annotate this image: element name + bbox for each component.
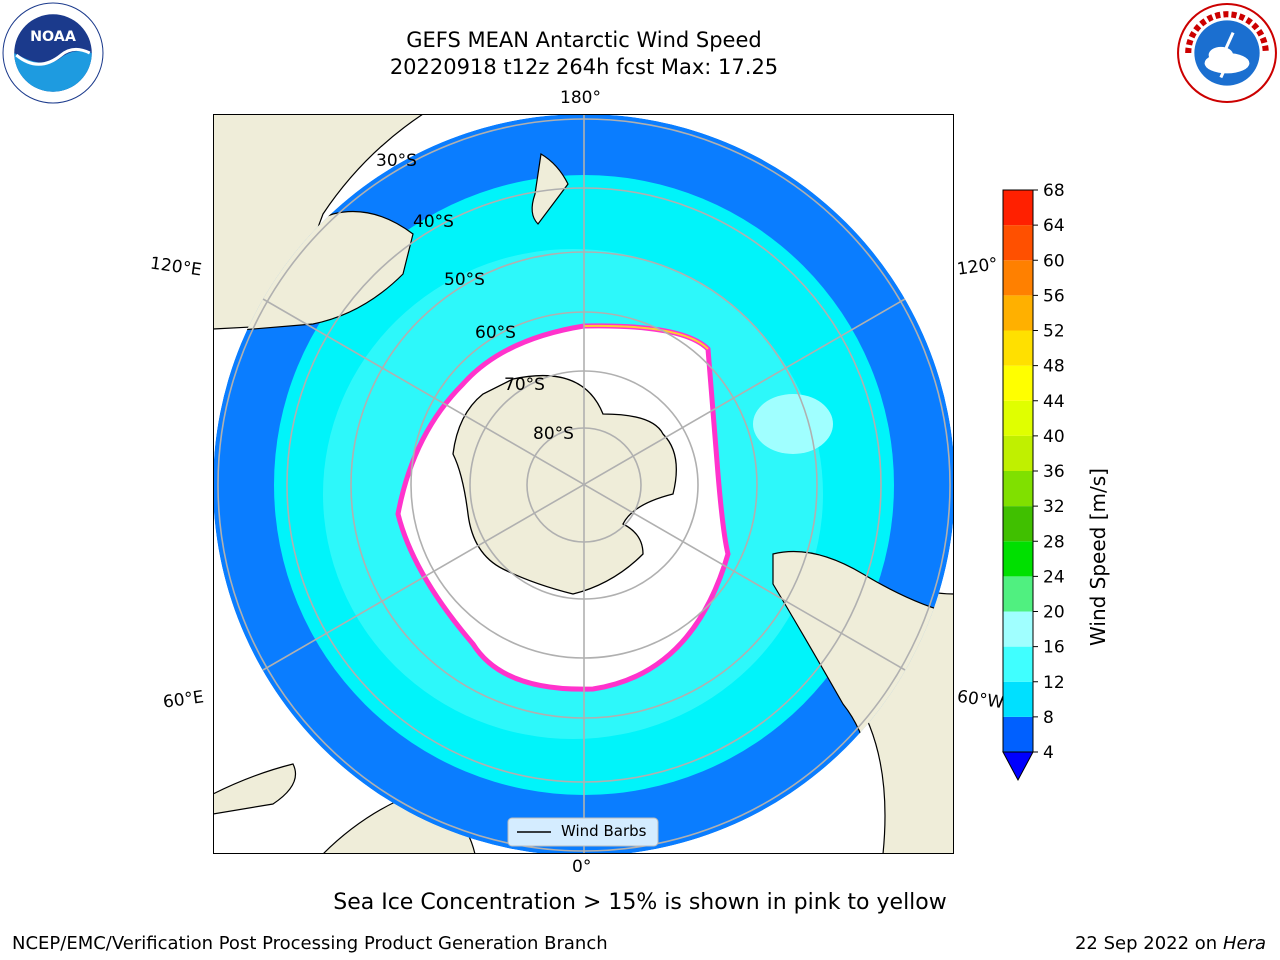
colorbar-bin xyxy=(1003,435,1033,471)
lat-label-40s: 40°S xyxy=(413,212,454,232)
colorbar-tick-label: 40 xyxy=(1043,427,1065,447)
colorbar-tick-label: 60 xyxy=(1043,251,1065,271)
lon-label-120w: 120° xyxy=(955,254,1000,280)
colorbar-tick-label: 52 xyxy=(1043,322,1065,342)
chart-title: GEFS MEAN Antarctic Wind Speed xyxy=(406,28,762,52)
colorbar-extend xyxy=(1002,751,1034,782)
chart-subtitle: 20220918 t12z 264h fcst Max: 17.25 xyxy=(389,55,779,79)
colorbar-label: Wind Speed [m/s] xyxy=(1086,468,1110,646)
footer-date: 22 Sep 2022 on Hera xyxy=(1074,933,1266,954)
footer-branch: NCEP/EMC/Verification Post Processing Pr… xyxy=(12,933,608,954)
colorbar-tick-label: 28 xyxy=(1043,532,1065,552)
colorbar-bin xyxy=(1003,716,1033,752)
lat-label-30s: 30°S xyxy=(376,151,417,171)
sea-ice-note: Sea Ice Concentration > 15% is shown in … xyxy=(333,890,947,915)
colorbar-bin xyxy=(1003,190,1033,226)
colorbar-tick-label: 68 xyxy=(1043,182,1065,201)
colorbar-tick-label: 64 xyxy=(1043,216,1065,236)
colorbar-bin xyxy=(1003,611,1033,647)
colorbar-tick-label: 8 xyxy=(1043,708,1054,728)
colorbar-bin xyxy=(1003,295,1033,331)
colorbar-bin xyxy=(1003,471,1033,507)
colorbar-bin xyxy=(1003,576,1033,612)
colorbar-bin xyxy=(1003,225,1033,261)
colorbar-tick-label: 16 xyxy=(1043,638,1065,658)
colorbar-bin xyxy=(1003,260,1033,296)
colorbar-tick-label: 56 xyxy=(1043,286,1065,306)
colorbar-tick-label: 20 xyxy=(1043,603,1065,623)
colorbar-bin xyxy=(1003,681,1033,717)
colorbar-tick-label: 32 xyxy=(1043,497,1065,517)
colorbar-tick-label: 44 xyxy=(1043,392,1065,412)
madagascar-landmass xyxy=(213,763,297,815)
colorbar-tick-label: 4 xyxy=(1043,743,1054,763)
colorbar-bin xyxy=(1003,330,1033,366)
colorbar-bin xyxy=(1003,365,1033,401)
colorbar-tick-label: 48 xyxy=(1043,357,1065,377)
colorbar-bin xyxy=(1003,541,1033,577)
legend-wind-barbs: Wind Barbs xyxy=(561,822,647,840)
colorbar-bin xyxy=(1003,646,1033,682)
lon-label-0: 0° xyxy=(572,857,592,877)
noaa-logo-icon: NOAA xyxy=(2,2,104,104)
lat-label-70s: 70°S xyxy=(504,375,545,395)
lat-label-60s: 60°S xyxy=(475,323,516,343)
nws-logo-icon xyxy=(1177,3,1277,103)
lat-label-50s: 50°S xyxy=(444,270,485,290)
lat-label-80s: 80°S xyxy=(533,424,574,444)
svg-text:NOAA: NOAA xyxy=(30,29,76,45)
colorbar-bin xyxy=(1003,506,1033,542)
lon-label-180: 180° xyxy=(560,88,601,108)
lon-label-120e: 120°E xyxy=(148,253,203,281)
polar-map xyxy=(213,114,954,854)
lon-label-60e: 60°E xyxy=(161,687,206,713)
antarctica-landmass xyxy=(452,375,677,595)
colorbar-tick-label: 24 xyxy=(1043,567,1065,587)
colorbar-bin xyxy=(1003,400,1033,436)
colorbar-tick-label: 12 xyxy=(1043,673,1065,693)
colorbar-tick-label: 36 xyxy=(1043,462,1065,482)
